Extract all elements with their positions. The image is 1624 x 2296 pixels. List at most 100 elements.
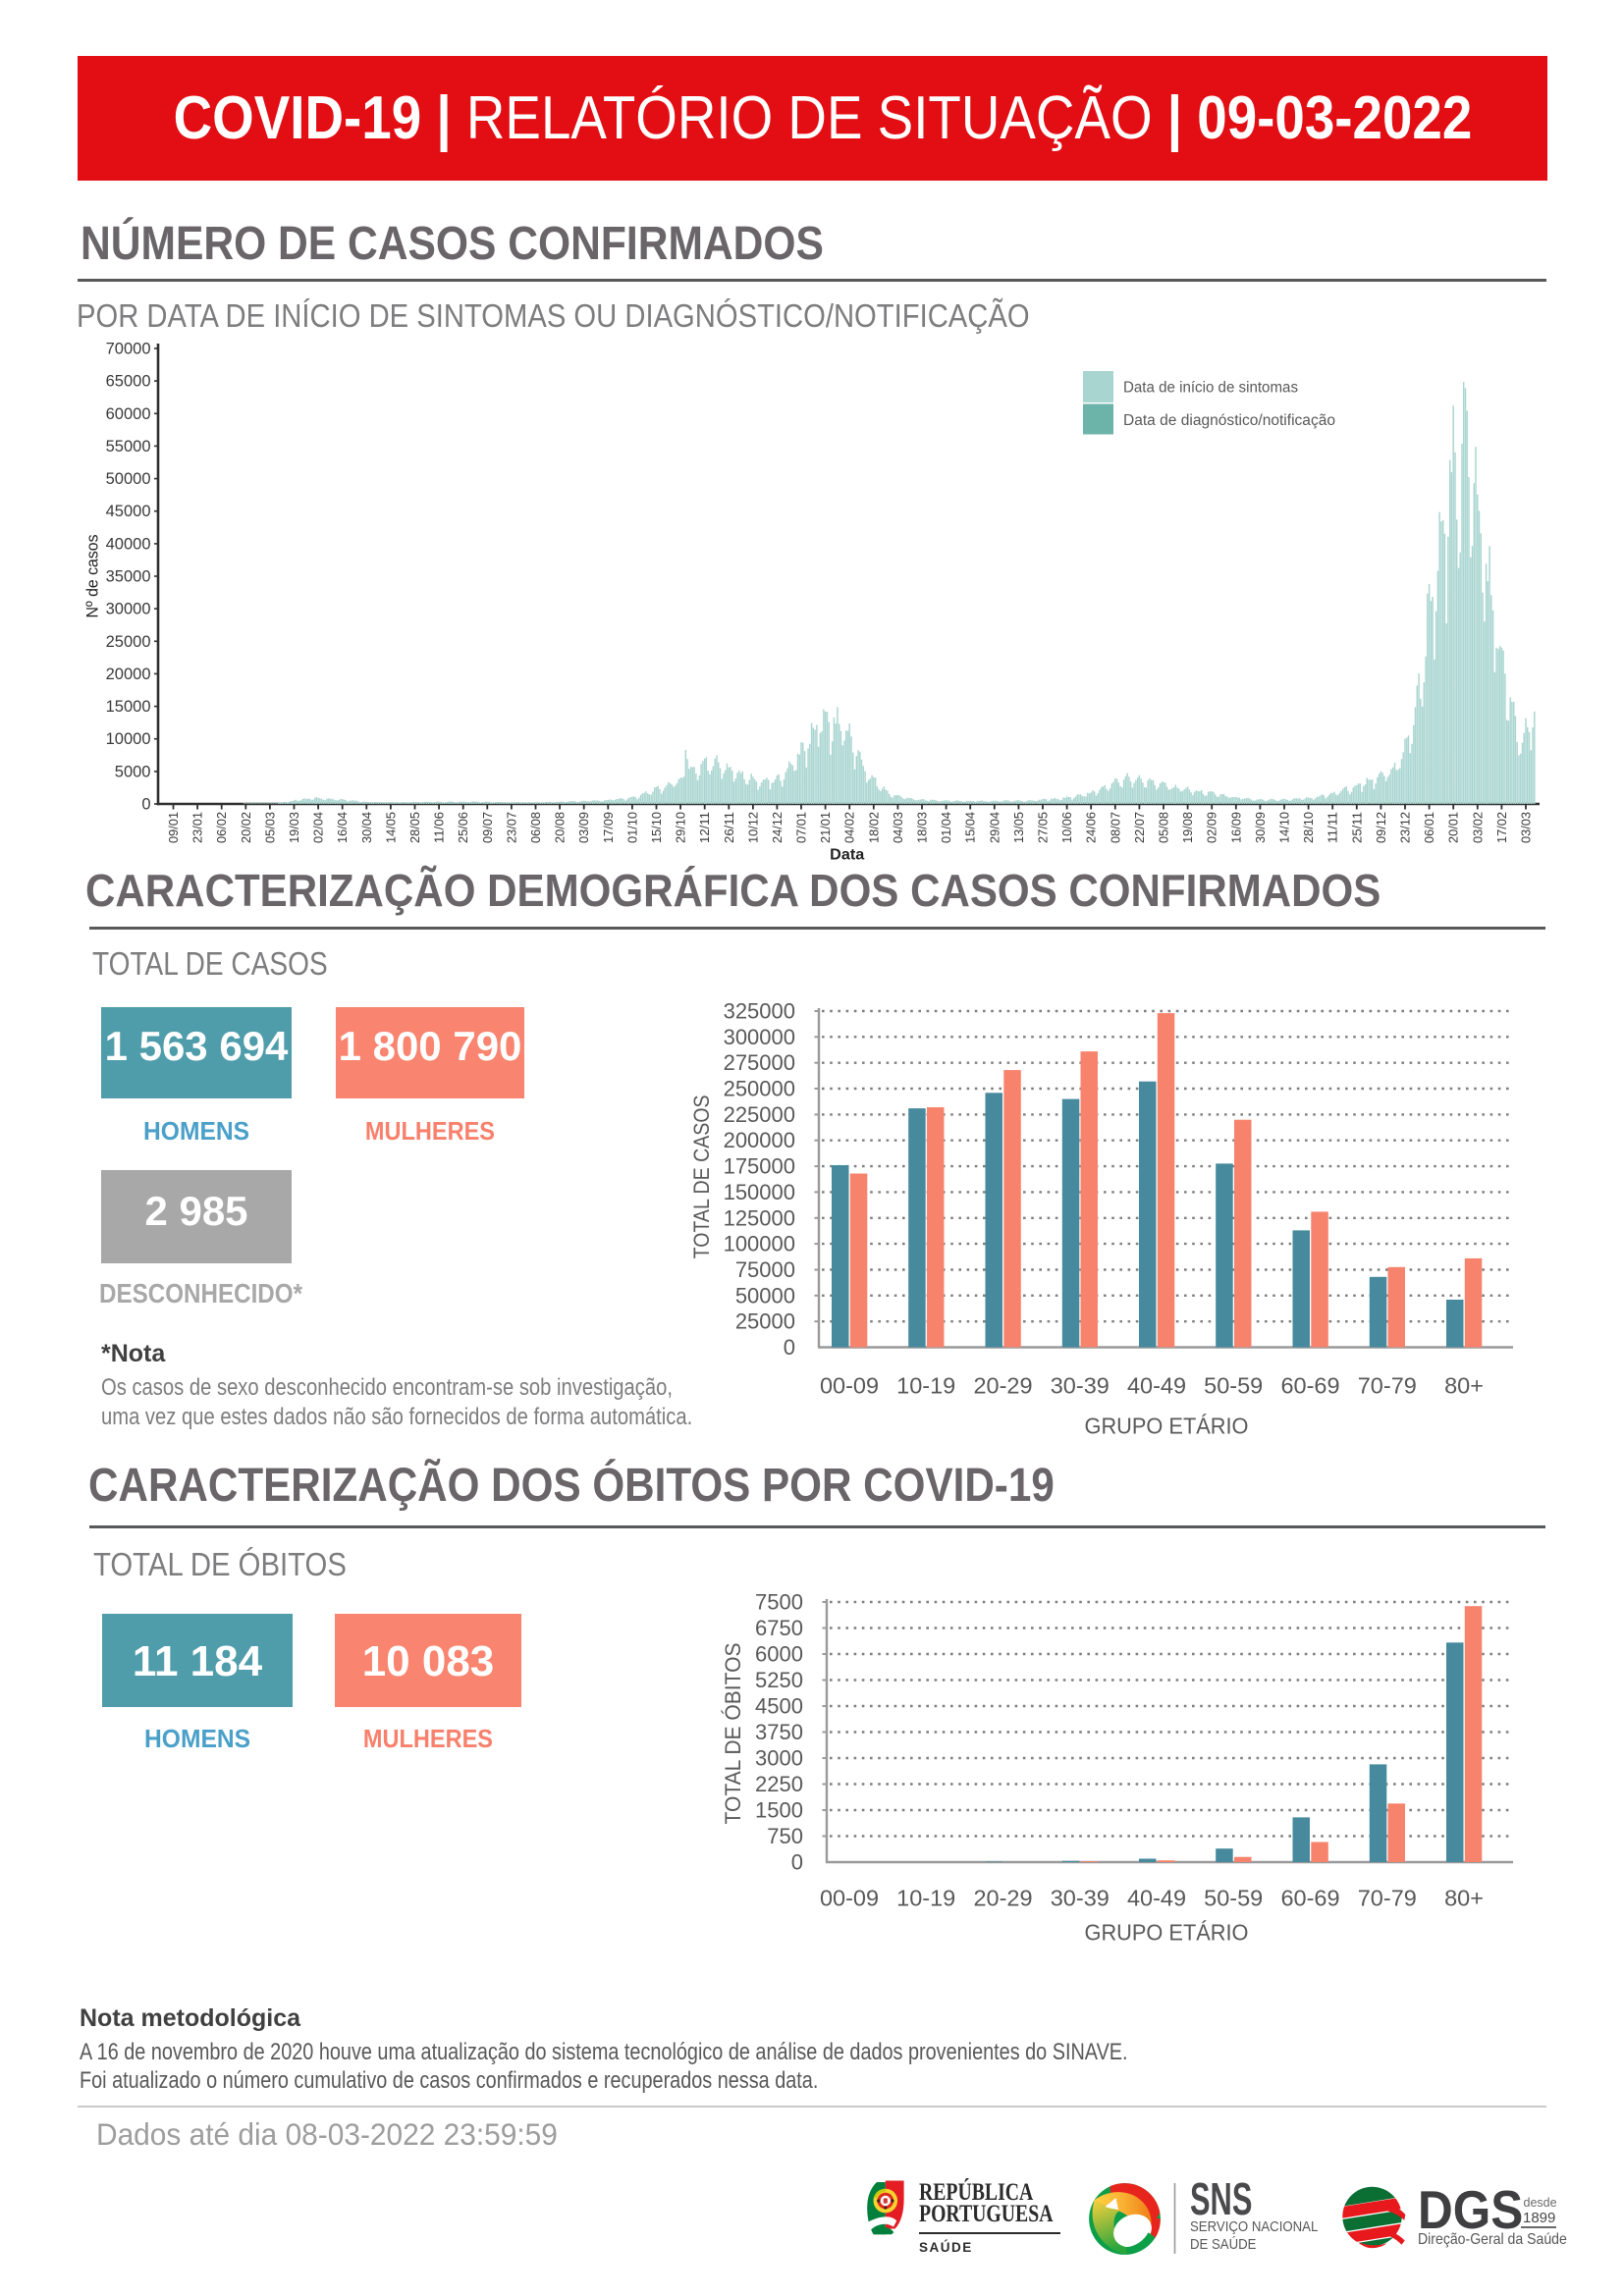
svg-text:15/04: 15/04	[963, 812, 978, 843]
svg-text:14/05: 14/05	[383, 812, 398, 843]
svg-text:23/12: 23/12	[1398, 812, 1413, 843]
svg-text:16/04: 16/04	[335, 812, 350, 843]
svg-text:28/05: 28/05	[407, 812, 422, 843]
svg-text:70-79: 70-79	[1358, 1886, 1417, 1911]
svg-text:30-39: 30-39	[1051, 1373, 1110, 1399]
svg-text:07/01: 07/01	[794, 812, 809, 843]
svg-text:150000: 150000	[724, 1180, 795, 1204]
svg-text:03/09: 03/09	[576, 812, 591, 843]
svg-text:Nº de casos: Nº de casos	[84, 535, 102, 618]
svg-text:25/11: 25/11	[1349, 812, 1364, 843]
svg-text:25000: 25000	[735, 1309, 795, 1334]
svg-text:40-49: 40-49	[1127, 1373, 1186, 1399]
svg-text:4500: 4500	[755, 1694, 803, 1719]
svg-text:25000: 25000	[106, 633, 151, 651]
svg-text:75000: 75000	[735, 1257, 795, 1282]
svg-text:06/08: 06/08	[528, 812, 543, 843]
svg-text:200000: 200000	[724, 1128, 795, 1152]
svg-text:00-09: 00-09	[820, 1373, 879, 1399]
svg-text:00-09: 00-09	[820, 1886, 879, 1911]
svg-text:55000: 55000	[106, 438, 151, 455]
svg-text:21/01: 21/01	[818, 812, 833, 843]
svg-text:65000: 65000	[106, 373, 151, 391]
svg-text:30/04: 30/04	[359, 812, 374, 843]
svg-text:750: 750	[767, 1824, 803, 1848]
svg-text:28/10: 28/10	[1301, 812, 1316, 843]
svg-text:27/05: 27/05	[1036, 812, 1051, 843]
svg-text:50000: 50000	[735, 1283, 795, 1308]
svg-text:GRUPO ETÁRIO: GRUPO ETÁRIO	[1085, 1414, 1249, 1439]
svg-text:125000: 125000	[724, 1205, 795, 1230]
svg-text:20-29: 20-29	[973, 1373, 1032, 1399]
svg-text:3000: 3000	[755, 1746, 803, 1771]
svg-text:1500: 1500	[755, 1798, 803, 1823]
svg-text:01/04: 01/04	[939, 812, 953, 843]
svg-text:5000: 5000	[115, 763, 151, 780]
svg-text:03/02: 03/02	[1470, 812, 1485, 843]
svg-text:325000: 325000	[724, 999, 795, 1024]
svg-text:0: 0	[784, 1335, 795, 1360]
svg-text:18/02: 18/02	[866, 812, 881, 843]
svg-text:17/02: 17/02	[1494, 812, 1509, 843]
svg-text:TOTAL DE CASOS: TOTAL DE CASOS	[689, 1095, 714, 1258]
svg-text:20-29: 20-29	[973, 1886, 1032, 1911]
svg-text:35000: 35000	[106, 568, 151, 586]
svg-text:15/10: 15/10	[649, 812, 664, 843]
svg-text:6000: 6000	[755, 1642, 803, 1667]
svg-text:22/07: 22/07	[1132, 812, 1147, 843]
svg-text:45000: 45000	[106, 503, 151, 520]
svg-text:10/12: 10/12	[745, 812, 760, 843]
svg-text:7500: 7500	[755, 1590, 803, 1615]
svg-text:08/07: 08/07	[1108, 812, 1122, 843]
svg-text:2250: 2250	[755, 1772, 803, 1796]
svg-text:50-59: 50-59	[1204, 1886, 1263, 1911]
svg-text:06/01: 06/01	[1422, 812, 1436, 843]
svg-text:10/06: 10/06	[1059, 812, 1074, 843]
svg-text:12/11: 12/11	[697, 812, 712, 843]
svg-text:10-19: 10-19	[896, 1373, 955, 1399]
svg-text:25/06: 25/06	[456, 812, 470, 843]
svg-text:3750: 3750	[755, 1720, 803, 1744]
svg-text:23/07: 23/07	[504, 812, 518, 843]
svg-text:23/01: 23/01	[190, 812, 205, 843]
svg-text:250000: 250000	[724, 1077, 795, 1101]
svg-text:Data de diagnóstico/notificaçã: Data de diagnóstico/notificação	[1123, 412, 1335, 429]
svg-text:02/09: 02/09	[1205, 812, 1219, 843]
svg-text:19/08: 19/08	[1180, 812, 1195, 843]
svg-text:24/06: 24/06	[1084, 812, 1099, 843]
svg-text:29/10: 29/10	[674, 812, 688, 843]
svg-text:10000: 10000	[106, 730, 151, 748]
svg-text:11/11: 11/11	[1326, 812, 1340, 843]
svg-text:06/02: 06/02	[214, 812, 229, 843]
svg-text:TOTAL DE ÓBITOS: TOTAL DE ÓBITOS	[721, 1643, 745, 1825]
svg-text:80+: 80+	[1444, 1886, 1484, 1911]
svg-text:70-79: 70-79	[1358, 1373, 1417, 1399]
svg-text:09/12: 09/12	[1374, 812, 1388, 843]
svg-text:300000: 300000	[724, 1025, 795, 1049]
svg-text:60-69: 60-69	[1280, 1373, 1339, 1399]
svg-text:26/11: 26/11	[722, 812, 736, 843]
svg-text:04/02: 04/02	[842, 812, 857, 843]
svg-text:80+: 80+	[1444, 1373, 1484, 1399]
svg-text:5250: 5250	[755, 1668, 803, 1692]
svg-text:09/01: 09/01	[166, 812, 181, 843]
svg-text:70000: 70000	[106, 341, 151, 358]
svg-text:24/12: 24/12	[770, 812, 785, 843]
svg-text:30000: 30000	[106, 601, 151, 618]
svg-text:275000: 275000	[724, 1050, 795, 1075]
svg-text:40-49: 40-49	[1127, 1886, 1186, 1911]
svg-text:10-19: 10-19	[896, 1886, 955, 1911]
svg-text:29/04: 29/04	[987, 812, 1001, 843]
svg-text:30/09: 30/09	[1253, 812, 1268, 843]
svg-text:0: 0	[791, 1850, 803, 1875]
svg-text:16/09: 16/09	[1228, 812, 1243, 843]
svg-text:175000: 175000	[724, 1154, 795, 1179]
svg-text:100000: 100000	[724, 1232, 795, 1256]
svg-text:GRUPO ETÁRIO: GRUPO ETÁRIO	[1085, 1920, 1249, 1946]
svg-text:20/08: 20/08	[553, 812, 568, 843]
svg-text:17/09: 17/09	[601, 812, 616, 843]
svg-text:6750: 6750	[755, 1616, 803, 1640]
svg-text:60-69: 60-69	[1280, 1886, 1339, 1911]
svg-text:02/04: 02/04	[311, 812, 326, 843]
svg-text:20/01: 20/01	[1446, 812, 1461, 843]
